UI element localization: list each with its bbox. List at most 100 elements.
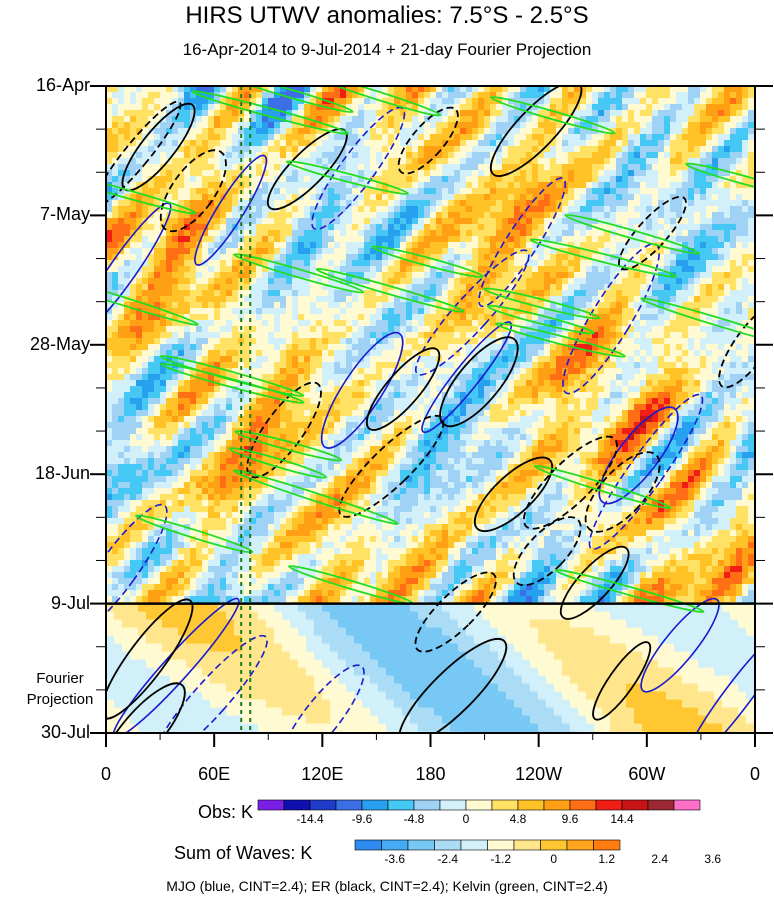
obs-cell: [604, 164, 611, 171]
obs-cell: [226, 146, 233, 153]
obs-cell: [178, 212, 185, 219]
obs-cell: [202, 344, 209, 351]
obs-cell: [364, 290, 371, 297]
obs-cell: [562, 98, 569, 105]
obs-cell: [568, 98, 575, 105]
obs-cell: [280, 290, 287, 297]
obs-cell: [574, 248, 581, 255]
obs-cell: [436, 86, 443, 93]
obs-cell: [496, 158, 503, 165]
obs-cell: [424, 344, 431, 351]
obs-cell: [412, 188, 419, 195]
obs-cell: [700, 86, 707, 93]
obs-cell: [412, 170, 419, 177]
obs-cell: [238, 104, 245, 111]
obs-cell: [556, 188, 563, 195]
obs-cell: [484, 230, 491, 237]
obs-cell: [724, 332, 731, 339]
obs-cell: [178, 242, 185, 249]
obs-cell: [490, 182, 497, 189]
obs-cell: [472, 146, 479, 153]
obs-cell: [208, 284, 215, 291]
obs-cell: [118, 266, 125, 273]
obs-cell: [376, 212, 383, 219]
obs-cell: [412, 314, 419, 321]
obs-cell: [664, 86, 671, 93]
obs-cell: [190, 182, 197, 189]
obs-cell: [262, 236, 269, 243]
obs-cell: [172, 326, 179, 333]
obs-cell: [142, 86, 149, 93]
obs-cell: [382, 278, 389, 285]
obs-cell: [112, 134, 119, 141]
obs-cell: [262, 242, 269, 249]
obs-cell: [172, 218, 179, 225]
obs-cell: [514, 266, 521, 273]
obs-cell: [544, 260, 551, 267]
obs-cell: [388, 242, 395, 249]
obs-cell: [622, 230, 629, 237]
obs-cell: [112, 248, 119, 255]
obs-cell: [568, 290, 575, 297]
obs-cell: [166, 98, 173, 105]
obs-cell: [106, 278, 113, 285]
obs-cell: [388, 134, 395, 141]
obs-cell: [304, 182, 311, 189]
obs-cell: [670, 218, 677, 225]
obs-cell: [292, 200, 299, 207]
obs-cell: [274, 266, 281, 273]
obs-cell: [232, 128, 239, 135]
obs-cell: [310, 314, 317, 321]
obs-cell: [268, 278, 275, 285]
obs-cell: [250, 104, 257, 111]
obs-cell: [388, 122, 395, 129]
obs-cell: [490, 146, 497, 153]
obs-cell: [520, 92, 527, 99]
obs-cell: [118, 224, 125, 231]
obs-cell: [670, 92, 677, 99]
obs-cell: [226, 98, 233, 105]
obs-cell: [694, 104, 701, 111]
obs-cell: [226, 326, 233, 333]
obs-cell: [346, 290, 353, 297]
obs-cell: [118, 344, 125, 351]
obs-cell: [292, 146, 299, 153]
obs-cell: [502, 260, 509, 267]
obs-cell: [112, 206, 119, 213]
obs-cell: [682, 284, 689, 291]
obs-cell: [508, 278, 515, 285]
obs-cell: [244, 194, 251, 201]
obs-cell: [136, 116, 143, 123]
obs-cell: [352, 188, 359, 195]
obs-cell: [670, 248, 677, 255]
obs-cell: [214, 302, 221, 309]
obs-cell: [448, 140, 455, 147]
obs-cell: [640, 278, 647, 285]
obs-cell: [676, 86, 683, 93]
obs-cell: [676, 140, 683, 147]
obs-cell: [568, 302, 575, 309]
obs-cell: [256, 236, 263, 243]
obs-cell: [274, 224, 281, 231]
obs-cell: [184, 182, 191, 189]
obs-cell: [712, 104, 719, 111]
obs-cell: [280, 206, 287, 213]
obs-cell: [628, 242, 635, 249]
obs-cell: [508, 146, 515, 153]
obs-cell: [538, 350, 545, 357]
obs-cell: [418, 218, 425, 225]
obs-cell: [322, 326, 329, 333]
obs-cell: [214, 290, 221, 297]
obs-cell: [112, 260, 119, 267]
obs-cell: [670, 332, 677, 339]
obs-cell: [466, 314, 473, 321]
obs-cell: [568, 230, 575, 237]
obs-cell: [622, 164, 629, 171]
obs-cell: [502, 248, 509, 255]
obs-cell: [364, 260, 371, 267]
obs-cell: [682, 266, 689, 273]
obs-cell: [136, 212, 143, 219]
obs-cell: [370, 110, 377, 117]
obs-cell: [370, 332, 377, 339]
obs-cell: [682, 302, 689, 309]
